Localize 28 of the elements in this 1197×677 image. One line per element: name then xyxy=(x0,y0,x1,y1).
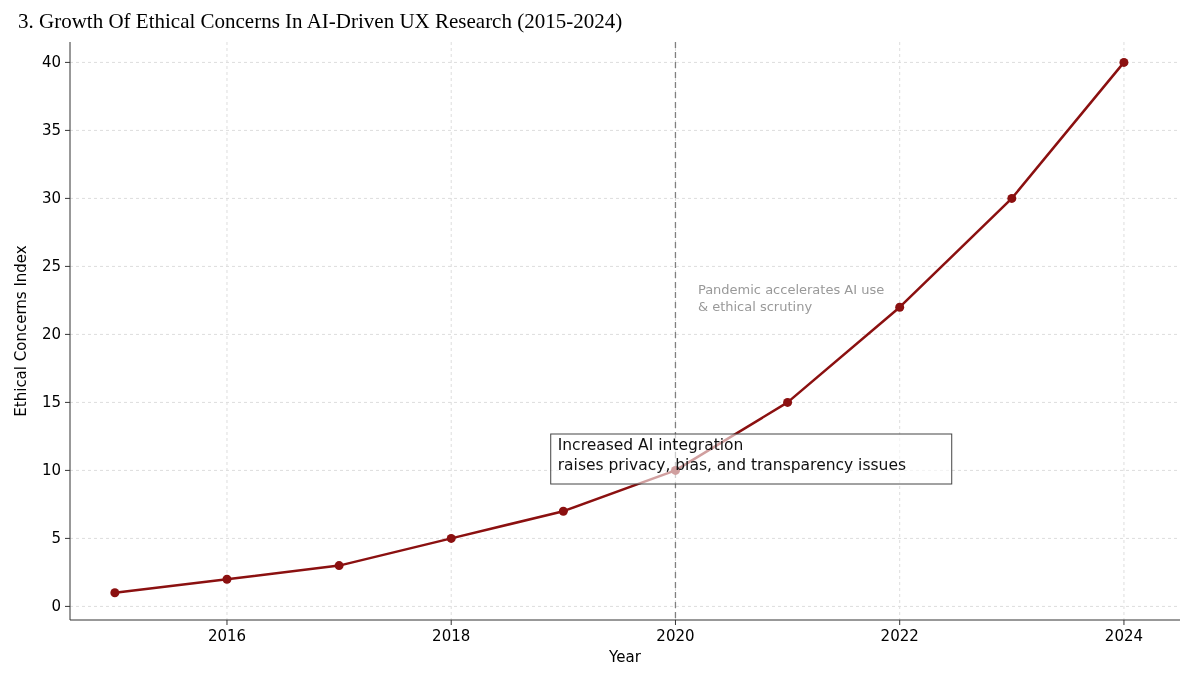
y-tick-label: 30 xyxy=(41,189,61,208)
point xyxy=(558,506,568,516)
point xyxy=(1119,57,1129,67)
chart-title: 3. Growth Of Ethical Concerns In AI-Driven UX Research (2015-2024) xyxy=(18,9,623,33)
y-tick-label: 40 xyxy=(41,53,61,72)
point xyxy=(1007,193,1017,203)
x-tick-label: 2022 xyxy=(880,627,919,645)
y-tick-label: 20 xyxy=(41,325,61,344)
y-tick-label: 10 xyxy=(41,461,61,480)
x-tick-label: 2016 xyxy=(207,627,247,645)
point xyxy=(783,397,793,407)
x-tick-label: 2018 xyxy=(432,627,471,645)
y-tick-label: 35 xyxy=(41,121,61,140)
point xyxy=(446,533,456,543)
annotation: Increased AI integration raises privacy, bias, and transparency issues xyxy=(557,436,907,474)
y-axis-title: Ethical Concerns Index xyxy=(12,245,30,417)
point xyxy=(110,588,120,598)
x-axis-title: Year xyxy=(608,648,642,666)
x-tick-label: 2024 xyxy=(1104,627,1144,645)
y-tick-label: 5 xyxy=(51,529,61,548)
x-tick-label: 2020 xyxy=(656,627,695,645)
y-tick-label: 15 xyxy=(41,393,61,412)
point xyxy=(334,561,344,571)
point xyxy=(895,302,905,312)
annotation: Pandemic accelerates AI use & ethical scrutiny xyxy=(697,281,885,314)
y-tick-label: 0 xyxy=(51,597,61,616)
point xyxy=(222,574,232,584)
y-tick-label: 25 xyxy=(41,257,61,276)
